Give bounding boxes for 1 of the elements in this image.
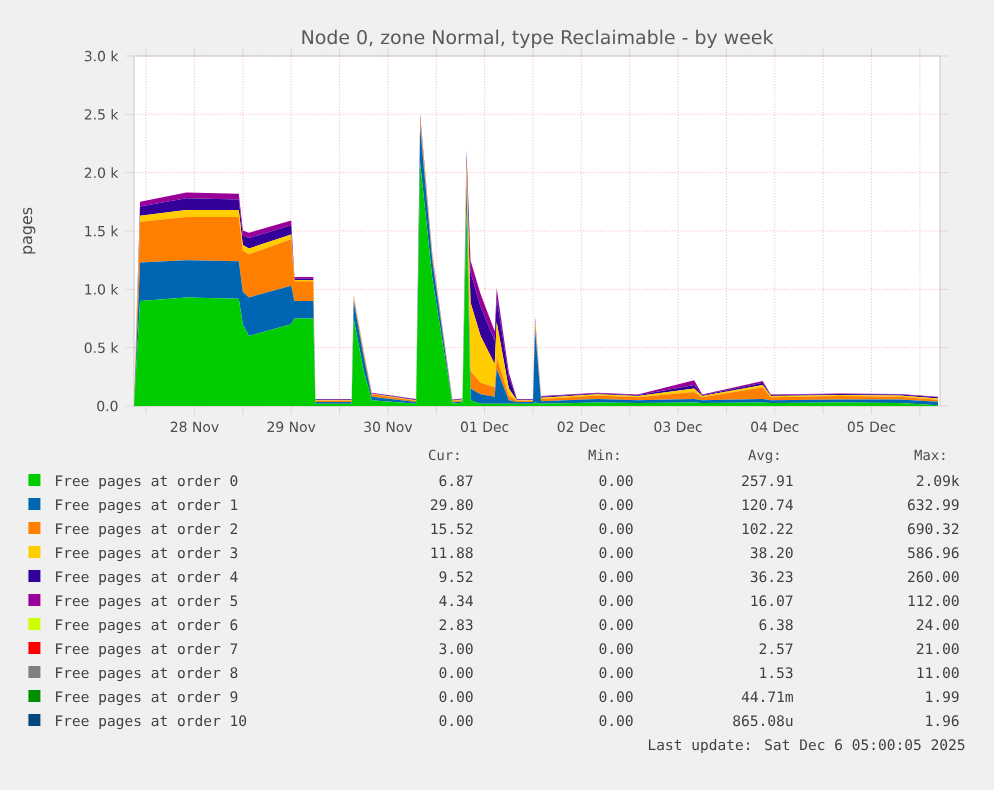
chart-title: Node 0, zone Normal, type Reclaimable - by week: [302, 29, 774, 48]
